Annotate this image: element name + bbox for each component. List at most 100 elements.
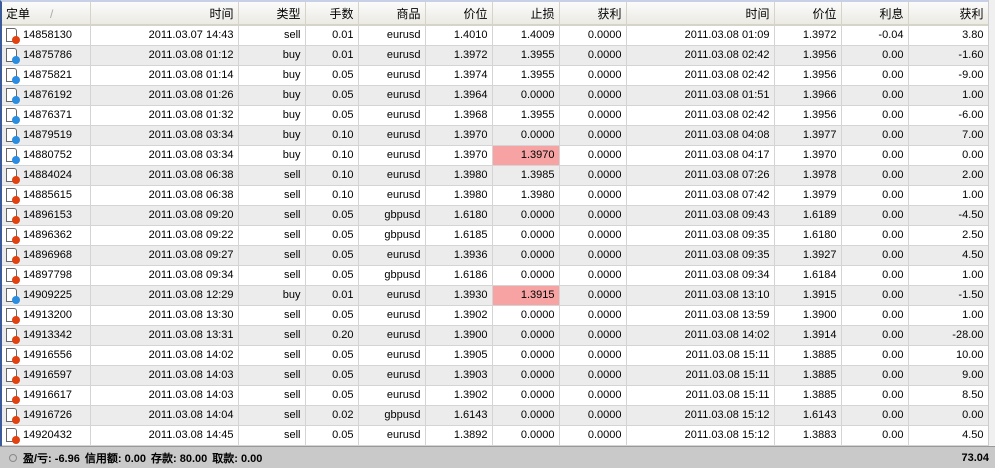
vertical-scrollbar[interactable] bbox=[988, 0, 995, 446]
cell-open-time: 2011.03.08 14:04 bbox=[90, 405, 239, 426]
column-header-type[interactable]: 类型 bbox=[238, 2, 306, 26]
cell-stop-loss: 1.3955 bbox=[492, 65, 560, 86]
cell-text: 0.0000 bbox=[520, 129, 555, 141]
cell-close-time: 2011.03.08 15:12 bbox=[626, 405, 775, 426]
cell-profit: 4.50 bbox=[908, 245, 989, 266]
cell-profit: -6.00 bbox=[908, 105, 989, 126]
cell-text: 0.00 bbox=[882, 209, 904, 221]
table-row[interactable]: 14896362 2011.03.08 09:22 sell 0.05 gbpusd 1.… bbox=[2, 225, 989, 246]
table-row[interactable]: 14896968 2011.03.08 09:27 sell 0.05 eurusd 1.… bbox=[2, 245, 989, 266]
cell-text: 0.0000 bbox=[587, 409, 622, 421]
cell-text: 2011.03.08 14:04 bbox=[148, 409, 234, 421]
table-row[interactable]: 14876192 2011.03.08 01:26 buy 0.05 eurusd 1.3… bbox=[2, 85, 989, 106]
table-row[interactable]: 14897798 2011.03.08 09:34 sell 0.05 gbpusd 1.… bbox=[2, 265, 989, 286]
column-header-open-time[interactable]: 时间 bbox=[90, 2, 239, 26]
cell-text: 1.3956 bbox=[802, 69, 837, 81]
table-row[interactable]: 14858130 2011.03.07 14:43 sell 0.01 eurusd 1.… bbox=[2, 25, 989, 46]
cell-open-time: 2011.03.08 13:30 bbox=[90, 305, 239, 326]
cell-stop-loss: 0.0000 bbox=[492, 365, 560, 386]
cell-text: 1.6185 bbox=[453, 229, 488, 241]
table-row[interactable]: 14876371 2011.03.08 01:32 buy 0.05 eurusd 1.3… bbox=[2, 105, 989, 126]
column-header-stop-loss[interactable]: 止损 bbox=[492, 2, 560, 26]
cell-text: 0.00 bbox=[882, 409, 904, 421]
sell-order-icon bbox=[6, 388, 20, 404]
cell-text: buy bbox=[282, 109, 301, 121]
cell-profit: 0.00 bbox=[908, 405, 989, 426]
cell-text: 2011.03.08 01:26 bbox=[148, 89, 234, 101]
table-row[interactable]: 14916556 2011.03.08 14:02 sell 0.05 eurusd 1.… bbox=[2, 345, 989, 366]
sell-order-icon bbox=[6, 228, 20, 244]
column-header-order[interactable]: 定单 / bbox=[2, 2, 91, 26]
cell-open-price: 1.6143 bbox=[425, 405, 493, 426]
cell-text: sell bbox=[283, 249, 301, 261]
cell-text: 1.00 bbox=[962, 309, 984, 321]
table-row[interactable]: 14879519 2011.03.08 03:34 buy 0.10 eurusd 1.3… bbox=[2, 125, 989, 146]
column-header-open-price[interactable]: 价位 bbox=[425, 2, 493, 26]
cell-text: eurusd bbox=[386, 329, 421, 341]
status-dot-icon bbox=[9, 453, 17, 462]
cell-close-price: 1.3978 bbox=[774, 165, 842, 186]
column-header-lots[interactable]: 手数 bbox=[305, 2, 359, 26]
cell-text: eurusd bbox=[386, 289, 421, 301]
column-header-swap[interactable]: 利息 bbox=[841, 2, 909, 26]
cell-lots: 0.01 bbox=[305, 25, 359, 46]
cell-stop-loss: 0.0000 bbox=[492, 85, 560, 106]
table-row[interactable]: 14909225 2011.03.08 12:29 buy 0.01 eurusd 1.3… bbox=[2, 285, 989, 306]
table-row[interactable]: 14916617 2011.03.08 14:03 sell 0.05 eurusd 1.… bbox=[2, 385, 989, 406]
cell-text: 2011.03.08 12:29 bbox=[148, 289, 234, 301]
cell-text: 0.0000 bbox=[587, 209, 622, 221]
cell-text: 2011.03.08 15:12 bbox=[684, 429, 770, 441]
cell-stop-loss: 1.3980 bbox=[492, 185, 560, 206]
cell-text: 0.0000 bbox=[520, 269, 555, 281]
cell-text: 2011.03.08 15:11 bbox=[685, 389, 770, 401]
header-label: 商品 bbox=[396, 6, 421, 21]
table-row[interactable]: 14885615 2011.03.08 06:38 sell 0.10 eurusd 1.… bbox=[2, 185, 989, 206]
cell-order: 14896362 bbox=[2, 225, 91, 246]
cell-close-time: 2011.03.08 15:12 bbox=[626, 425, 775, 446]
cell-type: sell bbox=[238, 185, 306, 206]
cell-text: 0.02 bbox=[332, 409, 354, 421]
table-row[interactable]: 14920432 2011.03.08 14:45 sell 0.05 eurusd 1.… bbox=[2, 425, 989, 446]
column-header-symbol[interactable]: 商品 bbox=[358, 2, 426, 26]
sell-order-icon bbox=[6, 328, 20, 344]
cell-text: 0.0000 bbox=[520, 249, 555, 261]
cell-close-price: 1.3883 bbox=[774, 425, 842, 446]
cell-text: 0.05 bbox=[332, 249, 354, 261]
cell-close-price: 1.3970 bbox=[774, 145, 842, 166]
cell-take-profit: 0.0000 bbox=[559, 165, 627, 186]
cell-text: 0.0000 bbox=[587, 29, 622, 42]
cell-lots: 0.05 bbox=[305, 65, 359, 86]
cell-text: 1.3955 bbox=[520, 49, 555, 61]
table-row[interactable]: 14916726 2011.03.08 14:04 sell 0.02 gbpusd 1.… bbox=[2, 405, 989, 426]
cell-text: sell bbox=[283, 429, 301, 441]
table-row[interactable]: 14875821 2011.03.08 01:14 buy 0.05 eurusd 1.3… bbox=[2, 65, 989, 86]
cell-text: 0.0000 bbox=[587, 169, 622, 181]
column-header-close-price[interactable]: 价位 bbox=[774, 2, 842, 26]
cell-text: sell bbox=[283, 409, 301, 421]
table-row[interactable]: 14884024 2011.03.08 06:38 sell 0.10 eurusd 1.… bbox=[2, 165, 989, 186]
cell-text: 1.6180 bbox=[453, 209, 488, 221]
cell-text: 14909225 bbox=[23, 288, 72, 301]
cell-open-price: 1.3902 bbox=[425, 385, 493, 406]
cell-text: sell bbox=[283, 269, 301, 281]
withdrawal: 取款: 0.00 bbox=[212, 452, 263, 465]
column-header-profit[interactable]: 获利 bbox=[908, 2, 989, 26]
table-row[interactable]: 14880752 2011.03.08 03:34 buy 0.10 eurusd 1.3… bbox=[2, 145, 989, 166]
table-row[interactable]: 14913200 2011.03.08 13:30 sell 0.05 eurusd 1.… bbox=[2, 305, 989, 326]
cell-close-time: 2011.03.08 15:11 bbox=[626, 385, 775, 406]
cell-lots: 0.10 bbox=[305, 165, 359, 186]
column-header-close-time[interactable]: 时间 bbox=[626, 2, 775, 26]
cell-lots: 0.05 bbox=[305, 105, 359, 126]
table-row[interactable]: 14875786 2011.03.08 01:12 buy 0.01 eurusd 1.3… bbox=[2, 45, 989, 66]
table-row[interactable]: 14913342 2011.03.08 13:31 sell 0.20 eurusd 1.… bbox=[2, 325, 989, 346]
cell-symbol: gbpusd bbox=[358, 225, 426, 246]
column-header-take-profit[interactable]: 获利 bbox=[559, 2, 627, 26]
cell-stop-loss: 0.0000 bbox=[492, 325, 560, 346]
table-row[interactable]: 14916597 2011.03.08 14:03 sell 0.05 eurusd 1.… bbox=[2, 365, 989, 386]
cell-text: 1.3979 bbox=[802, 189, 837, 201]
cell-stop-loss: 1.3955 bbox=[492, 105, 560, 126]
cell-text: -1.60 bbox=[958, 49, 984, 61]
cell-text: 9.00 bbox=[962, 369, 984, 381]
table-row[interactable]: 14896153 2011.03.08 09:20 sell 0.05 gbpusd 1.… bbox=[2, 205, 989, 226]
cell-symbol: eurusd bbox=[358, 425, 426, 446]
